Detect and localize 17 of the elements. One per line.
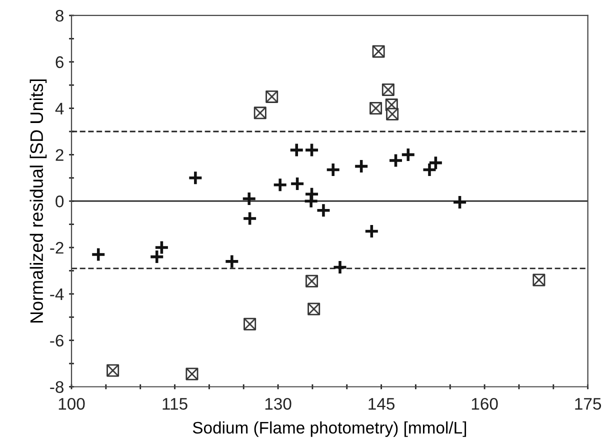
y-tick-label: -4 (50, 288, 64, 300)
x-axis-title: Sodium (Flame photometry) [mmol/L] (192, 421, 466, 437)
y-tick-label: -8 (50, 381, 64, 393)
y-tick-label: 0 (56, 196, 64, 208)
y-tick-label: -6 (50, 334, 64, 347)
y-tick-label: 4 (55, 102, 64, 114)
x-tick-label: 175 (575, 398, 602, 410)
y-axis-title: Normalized residual [SD Units] (30, 79, 47, 323)
x-tick-label: 100 (58, 398, 85, 410)
y-tick-label: 2 (56, 149, 64, 161)
x-tick-label: 115 (162, 398, 188, 410)
y-tick-label: 6 (56, 56, 64, 68)
x-tick-label: 160 (472, 398, 498, 410)
y-tick-label: 8 (56, 10, 64, 22)
x-tick-label: 130 (265, 398, 292, 410)
y-tick-label: -2 (50, 242, 64, 254)
x-tick-label: 145 (368, 398, 394, 410)
